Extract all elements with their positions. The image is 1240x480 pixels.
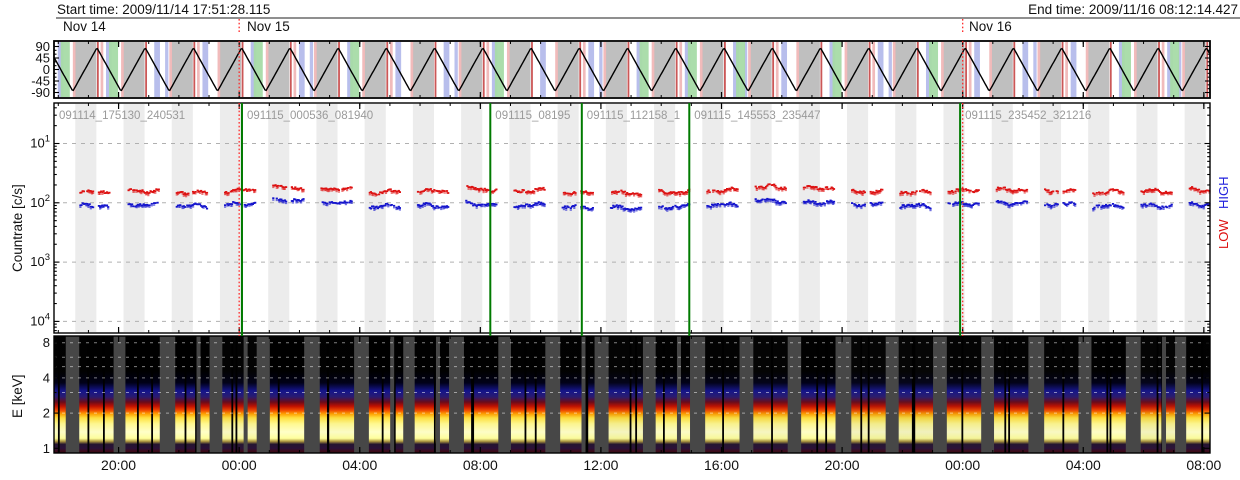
svg-text:091115_235452_321216: 091115_235452_321216 xyxy=(965,110,1091,122)
date-label-nov16: Nov 16 xyxy=(969,19,1012,34)
start-time-label: Start time: 2009/11/14 17:51:28.115 xyxy=(57,2,271,17)
annotation-lines xyxy=(238,19,964,336)
svg-text:8: 8 xyxy=(43,335,50,350)
svg-text:16:00: 16:00 xyxy=(704,457,739,473)
svg-text:45: 45 xyxy=(36,50,50,65)
svg-text:103: 103 xyxy=(30,252,50,269)
svg-text:091115_145553_235447: 091115_145553_235447 xyxy=(694,110,820,122)
svg-text:08:00: 08:00 xyxy=(463,457,498,473)
svg-text:2: 2 xyxy=(43,406,50,421)
spectrogram-panel: 8 4 2 1 xyxy=(43,335,1211,456)
svg-text:04:00: 04:00 xyxy=(1066,457,1101,473)
header-rule xyxy=(56,17,1240,19)
svg-text:04:00: 04:00 xyxy=(342,457,377,473)
svg-text:12:00: 12:00 xyxy=(583,457,618,473)
svg-text:091115_08195: 091115_08195 xyxy=(495,110,570,122)
end-time-label: End time: 2009/11/16 08:12:14.427 xyxy=(1028,2,1238,17)
svg-text:4: 4 xyxy=(43,370,50,385)
time-axis-labels: 20:00 00:00 04:00 08:00 12:00 16:00 20:00 00:00… xyxy=(101,457,1222,473)
countrate-panel: 091114_175130_240531 091115_000536_081940… xyxy=(30,102,1211,334)
svg-text:091114_175130_240531: 091114_175130_240531 xyxy=(59,110,185,122)
date-label-nov14: Nov 14 xyxy=(63,19,106,34)
svg-text:1: 1 xyxy=(43,441,50,456)
svg-text:08:00: 08:00 xyxy=(1186,457,1221,473)
svg-text:20:00: 20:00 xyxy=(101,457,136,473)
svg-text:091115_000536_081940: 091115_000536_081940 xyxy=(247,110,373,122)
svg-text:90: 90 xyxy=(36,39,50,54)
svg-text:00:00: 00:00 xyxy=(945,457,980,473)
angle-wave xyxy=(53,47,1210,92)
svg-text:20:00: 20:00 xyxy=(825,457,860,473)
svg-text:00:00: 00:00 xyxy=(222,457,257,473)
svg-text:091115_112158_1: 091115_112158_1 xyxy=(587,110,680,122)
svg-text:102: 102 xyxy=(30,193,50,210)
svg-text:-45: -45 xyxy=(31,74,50,89)
svg-text:104: 104 xyxy=(30,311,50,328)
file-labels: 091114_175130_240531 091115_000536_081940… xyxy=(59,110,1091,122)
date-label-nov15: Nov 15 xyxy=(247,19,290,34)
svg-text:0: 0 xyxy=(43,62,50,77)
svg-text:-90: -90 xyxy=(31,85,50,100)
countrate-data xyxy=(79,183,1211,213)
svg-text:101: 101 xyxy=(30,134,50,151)
